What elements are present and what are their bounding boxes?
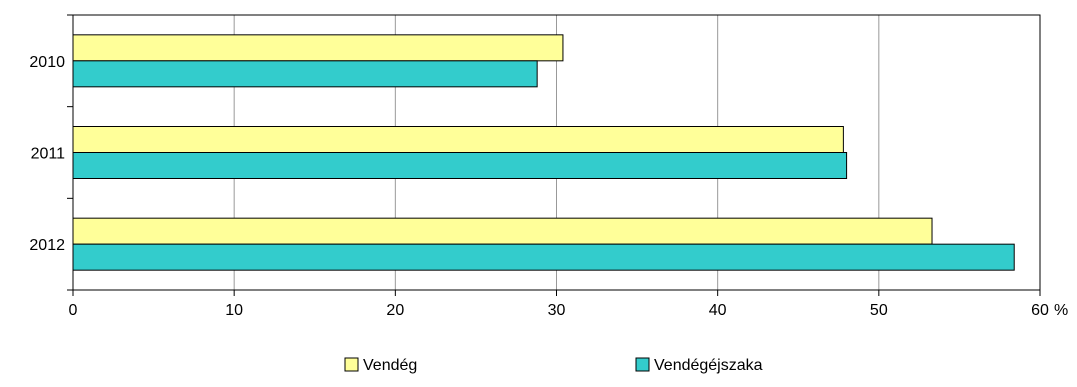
bar-2012-vendeg [72, 217, 933, 245]
x-tick-label-30: 30 [548, 302, 566, 319]
x-tick-label-40: 40 [709, 302, 727, 319]
y-tick-label-2010: 2010 [29, 54, 65, 71]
x-tick-label-60: 60 [1031, 302, 1049, 319]
legend-label-vendegejszaka: Vendégéjszaka [654, 357, 763, 374]
bar-2011-vendeg [72, 126, 844, 153]
x-axis-unit: % [1054, 302, 1068, 319]
y-tick-label-2011: 2011 [31, 146, 66, 163]
y-axis: 2010 2011 2012 [29, 14, 73, 291]
bar-2011-vendegejszaka [72, 152, 848, 179]
x-tick-label-50: 50 [870, 302, 888, 319]
legend-label-vendeg: Vendég [363, 357, 417, 374]
x-tick-label-0: 0 [69, 302, 78, 319]
bar-2012-vendegejszaka [72, 243, 1015, 271]
legend-swatch-vendeg [344, 357, 359, 372]
legend: Vendég Vendégéjszaka [344, 357, 763, 374]
legend-swatch-vendegejszaka [635, 357, 650, 372]
x-tick-label-10: 10 [225, 302, 243, 319]
x-axis: 0 10 20 30 40 50 60 [69, 290, 1049, 319]
bar-2010-vendeg [72, 34, 564, 62]
bar-2010-vendegejszaka [72, 60, 538, 88]
x-tick-label-20: 20 [386, 302, 404, 319]
bars [72, 34, 1015, 271]
y-tick-label-2012: 2012 [29, 237, 65, 254]
